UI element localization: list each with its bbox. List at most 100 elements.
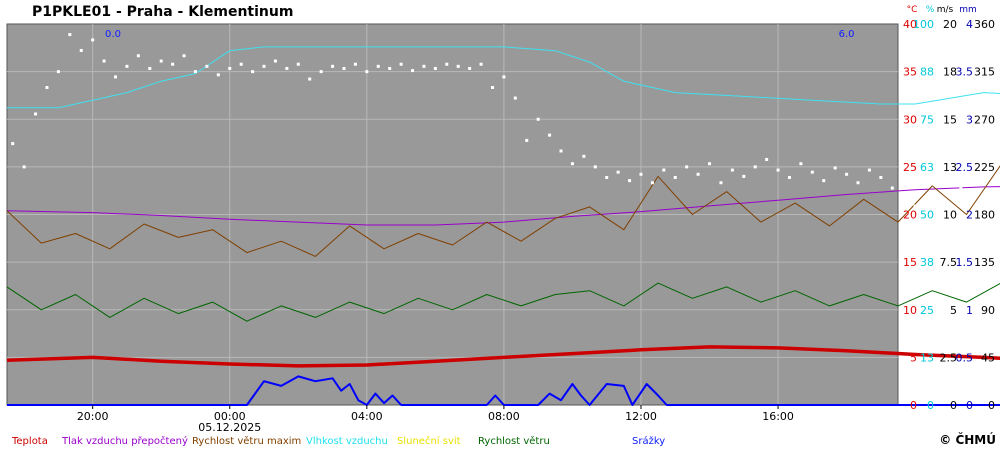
y-tick-label: 225 bbox=[974, 161, 995, 174]
y-tick-label: 90 bbox=[981, 304, 995, 317]
legend-item-rychlost-vetru: Rychlost větru bbox=[478, 435, 550, 447]
wind-direction-point bbox=[639, 172, 643, 176]
wind-direction-point bbox=[913, 204, 917, 208]
y-axis-unit-label: °C bbox=[907, 5, 918, 15]
wind-direction-point bbox=[445, 62, 449, 66]
series-rychlost-vetru-maxim-line bbox=[6, 165, 1000, 257]
y-tick-label: 0 bbox=[966, 399, 973, 412]
y-tick-label: 5 bbox=[950, 304, 957, 317]
y-tick-label: 3 bbox=[966, 113, 973, 126]
y-tick-label: 25 bbox=[920, 304, 934, 317]
wind-direction-point bbox=[433, 66, 437, 70]
y-tick-label: 75 bbox=[920, 113, 934, 126]
precip-total-label: 6.0 bbox=[839, 29, 855, 40]
wind-direction-point bbox=[536, 117, 540, 121]
series-srazky-line bbox=[7, 375, 1000, 406]
wind-direction-point bbox=[673, 175, 677, 179]
y-tick-label: 88 bbox=[920, 66, 934, 79]
wind-direction-point bbox=[251, 70, 255, 74]
wind-direction-point bbox=[45, 86, 49, 89]
y-tick-label: 0 bbox=[950, 399, 957, 412]
wind-direction-point bbox=[570, 162, 574, 166]
wind-direction-point bbox=[525, 138, 529, 142]
wind-direction-point bbox=[742, 174, 746, 178]
y-tick-label: 25 bbox=[903, 161, 917, 174]
wind-direction-point bbox=[936, 228, 940, 232]
wind-direction-point bbox=[685, 165, 689, 169]
y-tick-label: 0.5 bbox=[956, 351, 974, 364]
wind-direction-point bbox=[490, 86, 494, 89]
y-tick-label: 0 bbox=[910, 399, 917, 412]
wind-direction-point bbox=[399, 62, 403, 66]
wind-direction-point bbox=[879, 175, 883, 179]
legend-item-tlak-vzduchu-prepocteny: Tlak vzduchu přepočtený bbox=[61, 435, 188, 447]
x-tick-label: 08:00 bbox=[488, 410, 520, 423]
wind-direction-point bbox=[273, 59, 277, 63]
wind-direction-point bbox=[376, 64, 380, 68]
wind-direction-point bbox=[765, 157, 769, 161]
series-vlhkost-vzduchu-line bbox=[7, 46, 1000, 109]
wind-direction-point bbox=[696, 172, 700, 176]
copyright-label: © ČHMÚ bbox=[939, 432, 996, 447]
wind-direction-point bbox=[925, 218, 929, 222]
y-tick-label: 18 bbox=[943, 66, 957, 79]
grid bbox=[7, 24, 898, 405]
wind-direction-point bbox=[262, 64, 266, 68]
y-tick-label: 1 bbox=[966, 304, 973, 317]
y-axis-unit-label: m/s bbox=[937, 5, 954, 15]
wind-direction-point bbox=[159, 59, 163, 63]
wind-direction-point bbox=[650, 181, 654, 185]
legend-item-vlhkost-vzduchu: Vlhkost vzduchu bbox=[306, 436, 388, 447]
wind-direction-point bbox=[136, 54, 140, 58]
wind-direction-point bbox=[342, 66, 346, 70]
wind-direction-point bbox=[56, 70, 60, 74]
y-tick-label: 270 bbox=[974, 113, 995, 126]
wind-direction-point bbox=[502, 75, 506, 79]
series-rychlost-vetru-line bbox=[6, 282, 1000, 322]
y-tick-label: 40 bbox=[903, 18, 917, 31]
y-tick-label: 10 bbox=[943, 209, 957, 222]
legend: Teplota Tlak vzduchu přepočtený Rychlost v… bbox=[11, 435, 665, 447]
wind-direction-point bbox=[662, 168, 666, 172]
wind-direction-point bbox=[285, 66, 289, 70]
y-tick-label: 30 bbox=[903, 113, 917, 126]
y-tick-label: 5 bbox=[910, 351, 917, 364]
y-tick-label: 13 bbox=[920, 351, 934, 364]
series-teplota-line bbox=[6, 345, 1000, 368]
y-tick-label: 20 bbox=[943, 18, 957, 31]
wind-direction-point bbox=[548, 133, 552, 137]
wind-direction-point bbox=[365, 70, 369, 74]
y-tick-label: 15 bbox=[903, 256, 917, 269]
wind-direction-point bbox=[456, 64, 460, 68]
x-tick-label: 00:00 bbox=[214, 410, 246, 423]
wind-direction-point bbox=[719, 181, 723, 185]
wind-direction-point bbox=[616, 170, 620, 174]
wind-direction-point bbox=[605, 175, 609, 179]
wind-direction-point bbox=[753, 165, 757, 169]
wind-direction-point bbox=[982, 170, 986, 174]
wind-direction-point bbox=[628, 179, 632, 183]
legend-item-slunecni-svit: Sluneční svit bbox=[397, 435, 461, 447]
y-tick-label: 1.5 bbox=[956, 256, 974, 269]
wind-direction-point bbox=[296, 62, 300, 66]
wind-direction-point bbox=[559, 149, 563, 153]
series-smer-vetru bbox=[11, 33, 997, 232]
y-tick-label: 180 bbox=[974, 209, 995, 222]
y-tick-label: 3.5 bbox=[956, 66, 974, 79]
wind-direction-point bbox=[114, 75, 118, 79]
wind-direction-point bbox=[411, 69, 415, 73]
series-tlak-vzduchu-prepocteny-line bbox=[6, 186, 1000, 226]
y-tick-label: 360 bbox=[974, 18, 995, 31]
wind-direction-point bbox=[902, 193, 906, 197]
x-tick-label: 20:00 bbox=[77, 410, 109, 423]
wind-direction-point bbox=[239, 62, 243, 66]
wind-direction-point bbox=[228, 66, 232, 70]
wind-direction-point bbox=[182, 54, 186, 58]
y-tick-label: 7.5 bbox=[940, 256, 958, 269]
wind-direction-point bbox=[867, 168, 871, 172]
wind-direction-point bbox=[319, 70, 323, 74]
wind-direction-point bbox=[79, 48, 83, 52]
wind-direction-point bbox=[776, 168, 780, 172]
legend-item-rychlost-vetru-maxim: Rychlost větru maxim bbox=[192, 435, 301, 447]
